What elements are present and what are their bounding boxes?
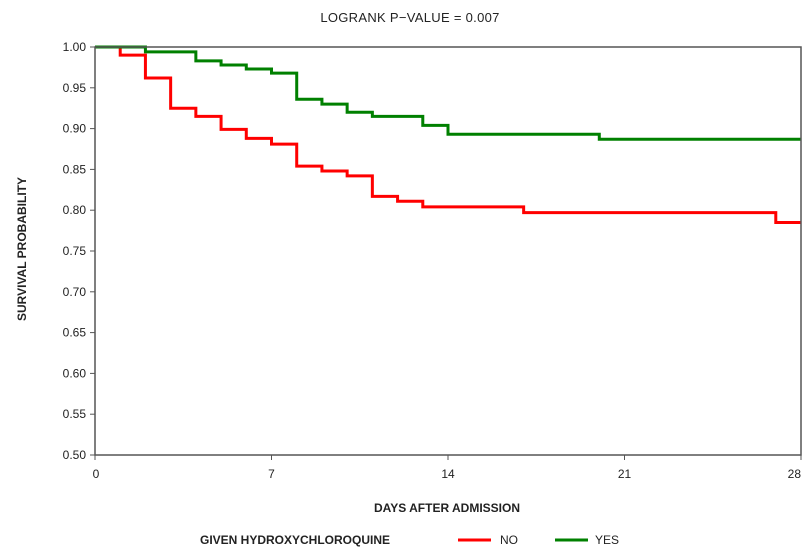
x-tick-label: 14 bbox=[441, 467, 455, 481]
y-tick-label: 0.85 bbox=[63, 162, 87, 176]
y-axis: 0.50 0.55 0.60 0.65 0.70 0.75 0.80 0.85 0.90 0.95… bbox=[63, 40, 95, 462]
plot-frame bbox=[94, 46, 802, 456]
y-tick-label: 0.75 bbox=[63, 244, 87, 258]
x-tick-label: 7 bbox=[268, 467, 275, 481]
x-tick-label: 28 bbox=[788, 467, 802, 481]
y-tick-label: 0.60 bbox=[63, 366, 87, 380]
x-axis-label: DAYS AFTER ADMISSION bbox=[374, 501, 520, 515]
y-tick-label: 0.95 bbox=[63, 81, 87, 95]
x-axis: 0 7 14 21 28 bbox=[93, 455, 802, 481]
y-tick-label: 0.55 bbox=[63, 407, 87, 421]
series-layer bbox=[95, 45, 801, 224]
legend: GIVEN HYDROXYCHLOROQUINE NO YES bbox=[200, 533, 619, 547]
y-tick-label: 0.65 bbox=[63, 326, 87, 340]
y-tick-label: 0.70 bbox=[63, 285, 87, 299]
x-tick-label: 0 bbox=[93, 467, 100, 481]
y-tick-label: 0.50 bbox=[63, 448, 87, 462]
y-tick-label: 0.80 bbox=[63, 203, 87, 217]
series-line-no bbox=[95, 45, 801, 224]
y-tick-label: 1.00 bbox=[63, 40, 87, 54]
chart-title: LOGRANK P−VALUE = 0.007 bbox=[320, 10, 499, 25]
legend-label-yes: YES bbox=[595, 533, 619, 547]
y-axis-label: SURVIVAL PROBABILITY bbox=[15, 177, 29, 321]
legend-label-no: NO bbox=[500, 533, 518, 547]
legend-title: GIVEN HYDROXYCHLOROQUINE bbox=[200, 533, 390, 547]
x-tick-label: 21 bbox=[618, 467, 632, 481]
y-tick-label: 0.90 bbox=[63, 122, 87, 136]
series-line-yes bbox=[95, 45, 801, 141]
